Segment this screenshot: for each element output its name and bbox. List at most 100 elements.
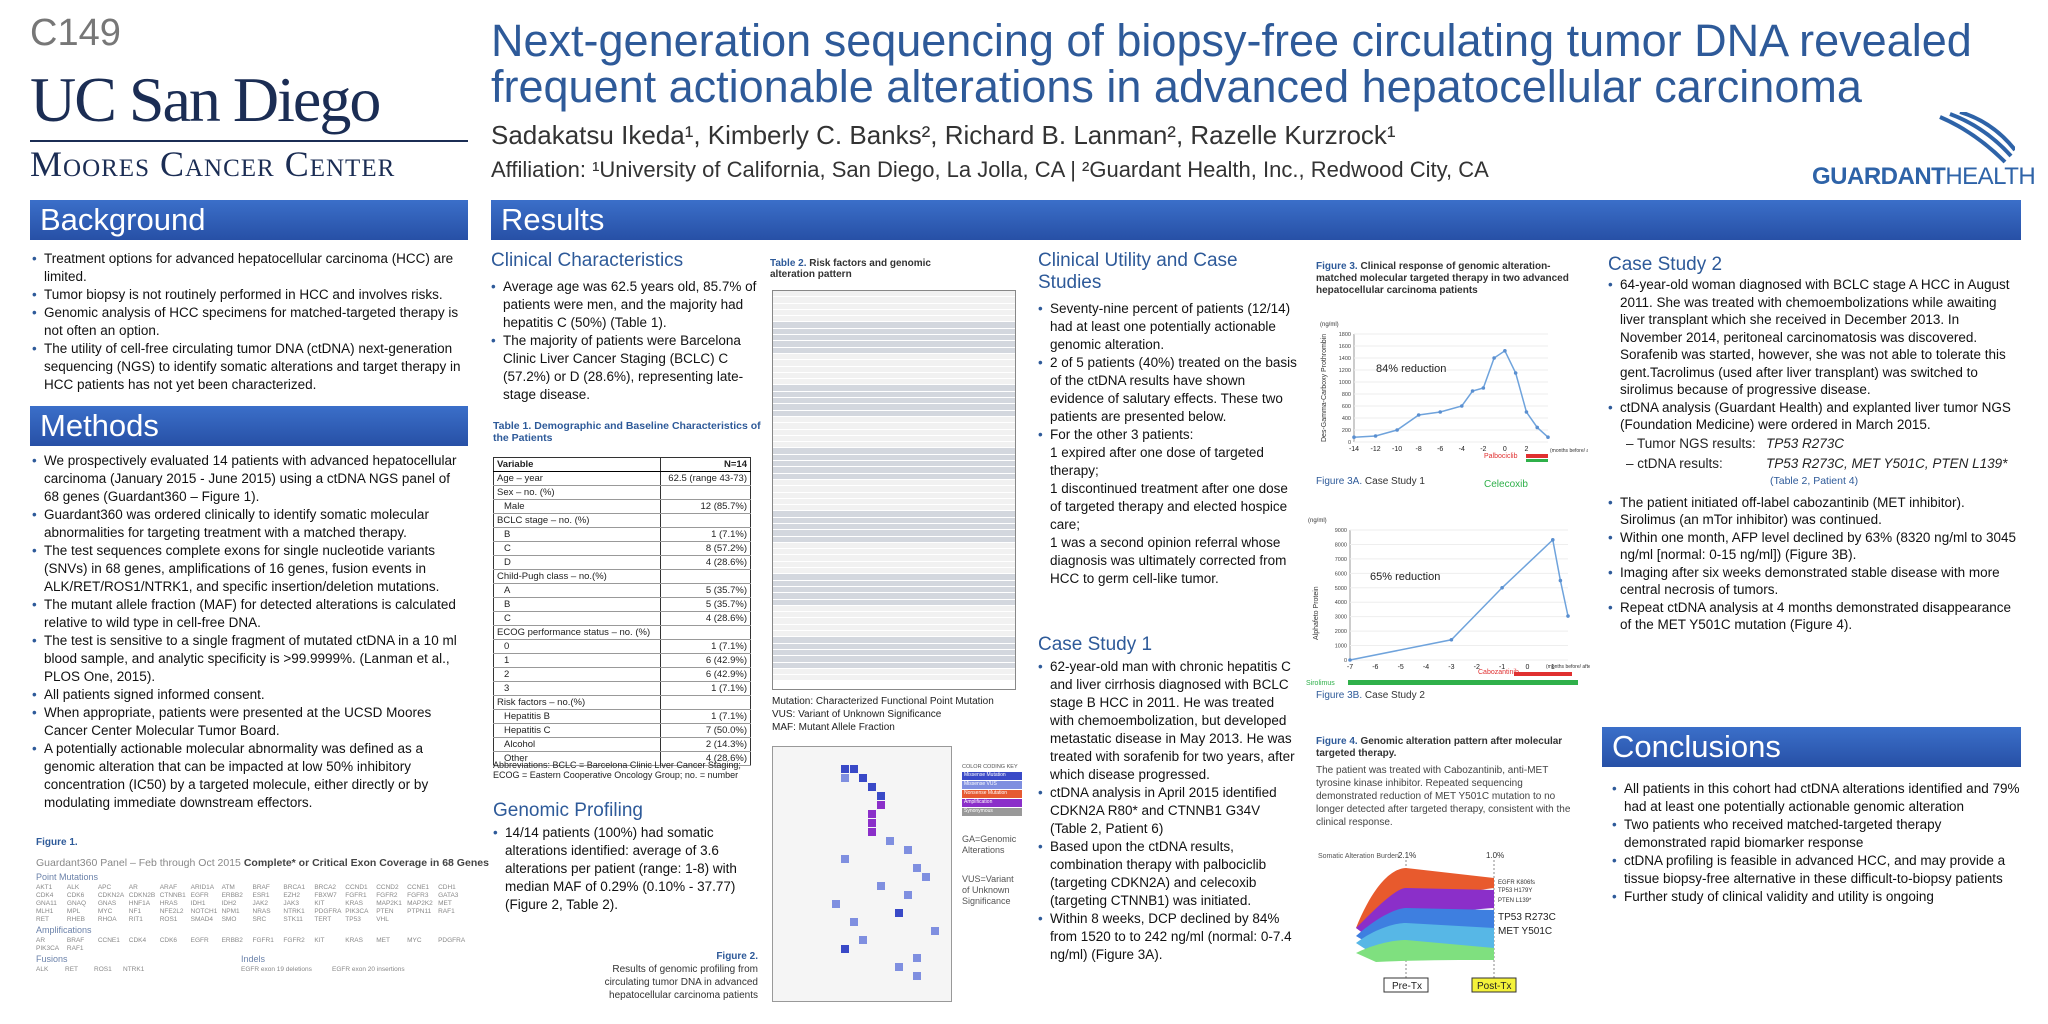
table2-row	[773, 322, 1015, 329]
legend-title: COLOR CODING KEY	[962, 764, 1018, 770]
table2-row	[773, 542, 1015, 550]
figure3a-caption: Figure 3A. Case Study 1	[1316, 476, 1425, 487]
list-item: ctDNA profiling is feasible in advanced …	[1612, 852, 2022, 888]
x-tick-label: 2	[1524, 446, 1528, 453]
list-item: The mutant allele fraction (MAF) for det…	[32, 596, 468, 632]
table2-row	[773, 423, 1015, 430]
point-mutations-grid: AKT1 ALK APC AR ARAF ARID1A ATM BRAF BRCA1 BRCA2 C…	[36, 884, 468, 923]
y-tick-label: 3000	[1335, 615, 1347, 621]
table-cell: D	[493, 555, 661, 570]
table2-row	[773, 599, 1015, 606]
y-tick-label: 6000	[1335, 571, 1347, 577]
table2-row	[773, 574, 1015, 581]
y-unit: (ng/ml)	[1320, 322, 1339, 328]
table2-row	[773, 416, 1015, 424]
table-cell: 12 (85.7%)	[660, 499, 751, 514]
table2-image	[772, 290, 1016, 690]
methods-list: We prospectively evaluated 14 patients w…	[32, 452, 468, 812]
guardant-logo-icon	[1939, 112, 2015, 164]
oncoprint-cell	[886, 837, 894, 845]
gene-label: PIK3CA	[345, 908, 369, 915]
gene-label: AKT1	[36, 884, 53, 891]
gene-label: FGFR2	[283, 937, 305, 944]
fusions-grid: ALK RET ROS1 NTRK1	[36, 966, 151, 973]
list-item: Imaging after six weeks demonstrated sta…	[1608, 564, 2018, 599]
table-cell: 1 (7.1%)	[660, 709, 751, 724]
x-tick-label: -1	[1499, 664, 1505, 671]
figure4-label: TP53 H179Y	[1498, 888, 1532, 894]
y-tick-label: 1400	[1339, 356, 1351, 362]
oncoprint-cell	[841, 765, 849, 773]
section-heading: Case Study 2	[1608, 254, 1723, 275]
gene-label: PTPN11	[407, 908, 432, 915]
table2-row	[773, 568, 1015, 575]
figure4-text: The patient was treated with Cabozantini…	[1316, 765, 1571, 828]
gene-label: JAK3	[283, 900, 299, 907]
celecoxib-bar	[1526, 459, 1548, 462]
y-tick-label: 0	[1348, 440, 1351, 446]
table2-row	[773, 498, 1015, 506]
table2-row	[773, 675, 1015, 682]
x-axis-label: (months before/ after treatment)	[1550, 448, 1588, 454]
indels-grid: EGFR exon 19 deletions EGFR exon 20 inser…	[241, 966, 422, 973]
gene-label: CCNE1	[97, 937, 120, 944]
table-cell: Other	[493, 751, 661, 766]
list-item: The majority of patients were Barcelona …	[491, 332, 761, 404]
list-item: The test sequences complete exons for si…	[32, 542, 468, 596]
table-cell: 1	[493, 653, 661, 668]
table2-row	[773, 612, 1015, 619]
gene-label: CCND1	[345, 884, 368, 891]
gene-label: FGFR1	[345, 892, 367, 899]
oncoprint-cell	[868, 810, 876, 818]
x-tick-label: -6	[1372, 664, 1378, 671]
y-tick-label: 1800	[1339, 332, 1351, 338]
data-point	[1438, 410, 1443, 414]
celecoxib-label: Celecoxib	[1484, 479, 1528, 490]
gene-label: MAP2K1	[376, 900, 402, 907]
case1-list: 62-year-old man with chronic hepatitis C…	[1038, 658, 1300, 964]
y-tick-label: 5000	[1335, 586, 1347, 592]
table-cell	[660, 625, 751, 640]
case2: 64-year-old woman diagnosed with BCLC st…	[1608, 276, 2018, 634]
gene-label: EGFR exon 19 deletions	[241, 966, 312, 973]
data-point	[1550, 538, 1555, 542]
list-item: Tumor biopsy is not routinely performed …	[32, 286, 468, 304]
y-tick-label: 1600	[1339, 344, 1351, 350]
data-point	[1470, 389, 1475, 393]
background-header: Background	[30, 200, 468, 240]
table2-caption: Table 2. Risk factors and genomic altera…	[770, 258, 931, 280]
data-point	[1395, 428, 1399, 432]
result-reference: (Table 2, Patient 4)	[1770, 474, 1859, 487]
oncoprint-cell	[877, 801, 885, 809]
table2-row	[773, 309, 1015, 317]
figure4-title: Somatic Alteration Burden	[1318, 853, 1399, 860]
list-item: Treatment options for advanced hepatocel…	[32, 250, 468, 286]
table2-row	[773, 372, 1015, 380]
gene-label: FBXW7	[314, 892, 337, 899]
data-point	[1373, 434, 1378, 438]
gene-label: PIK3CA	[36, 945, 60, 952]
moores-logo: Moores Cancer Center	[30, 144, 396, 184]
y-tick-label: 9000	[1335, 528, 1347, 534]
data-point	[1416, 413, 1421, 417]
oncoprint-cell	[913, 864, 921, 872]
table2-row	[773, 404, 1015, 411]
list-item: Seventy-nine percent of patients (12/14)…	[1038, 300, 1300, 354]
table2-note: Mutation: Characterized Functional Point…	[772, 696, 994, 707]
x-tick-label: -12	[1370, 446, 1380, 453]
oncoprint-cell	[895, 963, 903, 971]
list-item: 2 of 5 patients (40%) treated on the bas…	[1038, 354, 1300, 426]
table1-abbreviations: Abbreviations: BCLC = Barcelona Clinic L…	[493, 760, 741, 780]
gene-label: KIT	[314, 937, 325, 944]
gene-label: BRAF	[66, 937, 85, 944]
x-tick-label: -2	[1474, 664, 1480, 671]
gene-label: AR	[128, 884, 138, 891]
figure4-pre-value: 2.1%	[1398, 851, 1416, 860]
gene-label: ARID1A	[190, 884, 215, 891]
y-tick-label: 200	[1342, 428, 1351, 434]
gene-label: CDK4	[128, 937, 147, 944]
list-item: Guardant360 was ordered clinically to id…	[32, 506, 468, 542]
gene-label: GNAS	[97, 900, 117, 907]
